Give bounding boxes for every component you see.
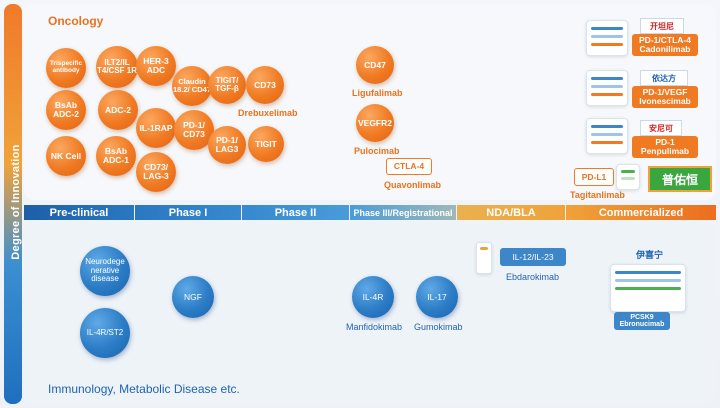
bubble-nk-cell: NK Cell	[46, 136, 86, 176]
phase-3: Phase III/Registrational	[350, 205, 456, 220]
bubble-il17: IL-17	[416, 276, 458, 318]
label-manfidokimab: Manfidokimab	[346, 322, 403, 332]
bubble-tigit: TIGIT	[248, 126, 284, 162]
box-pcsk9: PCSK9 Ebronucimab	[614, 312, 670, 330]
bubble-claudin: Claudin 18.2/ CD47	[172, 66, 212, 106]
brand-penpulimab: 安尼可	[640, 120, 682, 136]
bubble-pd1-cd73: PD-1/ CD73	[174, 110, 214, 150]
product-image-ebronucimab	[610, 264, 686, 312]
bubble-vegfr2: VEGFR2	[356, 104, 394, 142]
bubble-ngf: NGF	[172, 276, 214, 318]
brand-tagitanlimab: 普佑恒	[648, 166, 712, 192]
bubble-cd73-lag3: CD73/ LAG-3	[136, 152, 176, 192]
bubble-pd1-lag3: PD-1/ LAG3	[208, 126, 246, 164]
bubble-adc2: ADC-2	[98, 90, 138, 130]
bubble-il4r: IL-4R	[352, 276, 394, 318]
box-ivonescimab: PD-1/VEGF Ivonescimab	[632, 86, 698, 108]
brand-ivonescimab: 依达方	[640, 70, 688, 86]
bubble-trispecific: Trispecific antibody	[46, 48, 86, 88]
label-ligufalimab: Ligufalimab	[352, 88, 403, 98]
box-penpulimab: PD-1 Penpulimab	[632, 136, 698, 158]
phase-preclinical: Pre-clinical	[24, 205, 134, 220]
bubble-bsab-adc2: BsAb ADC-2	[46, 90, 86, 130]
box-ctla4: CTLA-4	[386, 158, 432, 175]
phase-commercialized: Commercialized	[566, 205, 716, 220]
label-drebuxelimab: Drebuxelimab	[238, 108, 298, 118]
innovation-axis-bar	[4, 4, 22, 404]
bubble-il1rap: IL-1RAP	[136, 108, 176, 148]
phase-nda-bla: NDA/BLA	[457, 205, 565, 220]
label-tagitanlimab: Tagitanlimab	[570, 190, 625, 200]
brand-cadonilimab: 开坦尼	[640, 18, 684, 34]
bubble-neurodegenerative: Neurodege nerative disease	[80, 246, 130, 296]
label-ebdarokimab: Ebdarokimab	[506, 272, 560, 282]
bubble-cd47: CD47	[356, 46, 394, 84]
label-quavonlimab: Quavonlimab	[384, 180, 442, 190]
phase-1: Phase I	[135, 205, 241, 220]
bubble-her3-adc: HER-3 ADC	[136, 46, 176, 86]
bubble-il4r-st2: IL-4R/ST2	[80, 308, 130, 358]
box-cadonilimab: PD-1/CTLA-4 Cadonilimab	[632, 34, 698, 56]
bubble-bsab-adc1: BsAb ADC-1	[96, 136, 136, 176]
box-pcsk9-drug: Ebronucimab	[619, 321, 665, 328]
product-image-cadonilimab	[586, 20, 628, 56]
label-gumokimab: Gumokimab	[414, 322, 463, 332]
product-image-ebdarokimab	[476, 242, 492, 274]
bubble-ilt2: ILT2/IL T4/CSF 1R	[96, 46, 138, 88]
product-image-penpulimab	[586, 118, 628, 154]
box-pdl1: PD-L1	[574, 168, 614, 186]
oncology-title: Oncology	[48, 14, 104, 28]
brand-ebronucimab: 伊喜宁	[636, 250, 664, 260]
immunology-title: Immunology, Metabolic Disease etc.	[48, 382, 240, 396]
box-pcsk9-title: PCSK9	[630, 313, 654, 321]
product-image-tagitanlimab	[616, 164, 640, 190]
innovation-axis-label: Degree of Innovation	[10, 144, 22, 260]
bubble-cd73: CD73	[246, 66, 284, 104]
box-il12-il23: IL-12/IL-23	[500, 248, 566, 266]
product-image-ivonescimab	[586, 70, 628, 106]
phase-2: Phase II	[242, 205, 349, 220]
bubble-tigit-tgf: TIGIT/ TGF-β	[208, 66, 246, 104]
label-pulocimab: Pulocimab	[354, 146, 400, 156]
